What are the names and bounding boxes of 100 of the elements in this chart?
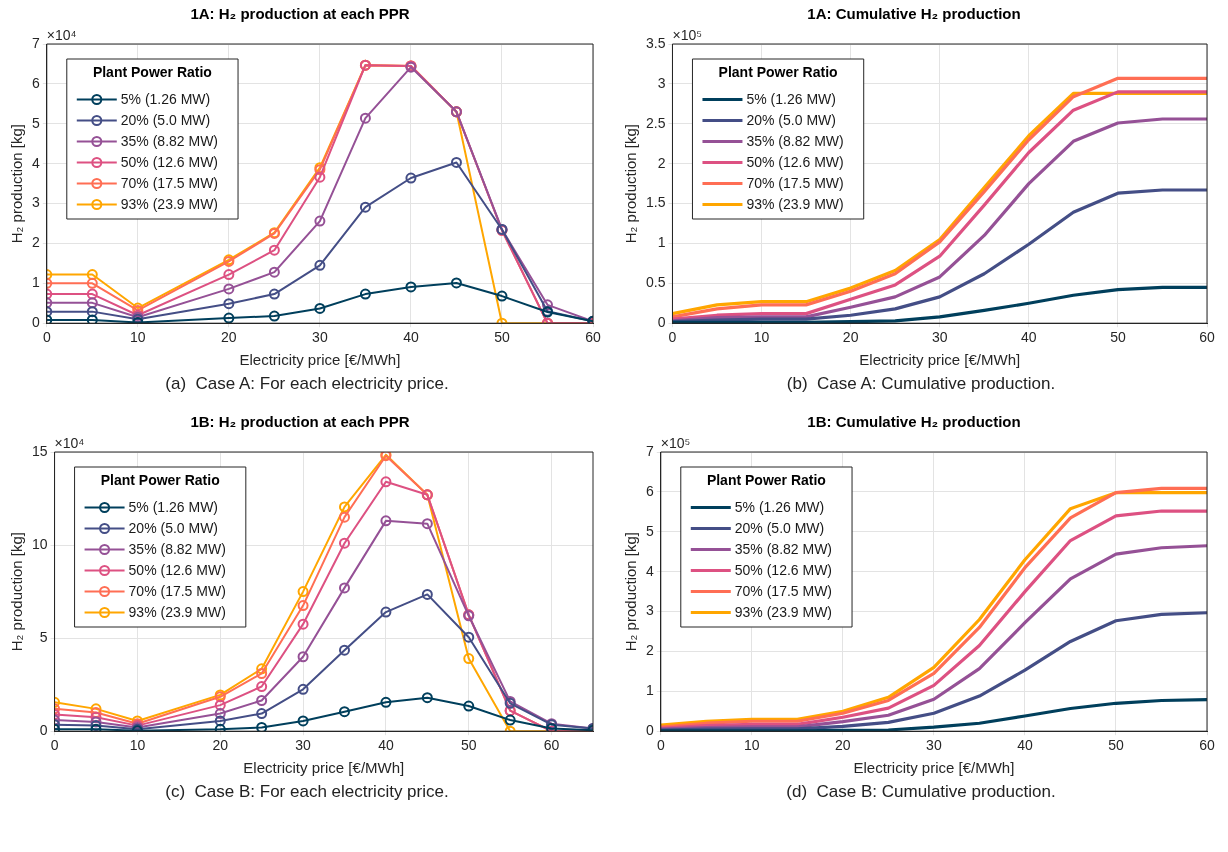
x-tick-label: 50: [460, 737, 477, 754]
y-tick-label: 1: [645, 682, 654, 699]
x-tick-label: 40: [378, 737, 394, 754]
chart-title: 1B: Cumulative H₂ production: [807, 413, 1021, 431]
y-tick-label: 5: [39, 628, 48, 645]
text: (d) Case B: Cumulative production.: [786, 782, 1056, 802]
x-tick-label: 10: [129, 737, 146, 754]
text: ×10⁴: [46, 26, 77, 43]
x-tick-label: 30: [931, 329, 948, 346]
legend-label: 20% (5.0 MW): [120, 112, 211, 129]
x-tick-label: 60: [1199, 329, 1215, 346]
y-tick-label: 2: [657, 154, 666, 171]
y-axis-title: H₂ production [kg]: [8, 123, 26, 244]
y-tick-label: 4: [645, 562, 654, 579]
legend-label: 70% (17.5 MW): [746, 175, 844, 192]
y-tick-label: 2.5: [645, 114, 666, 131]
legend-label: 93% (23.9 MW): [734, 604, 833, 621]
chart-title: 1A: Cumulative H₂ production: [807, 5, 1021, 23]
y-tick-label: 0.5: [645, 274, 666, 291]
legend-label: 70% (17.5 MW): [128, 583, 226, 600]
legend-title: Plant Power Ratio: [706, 471, 826, 488]
y-tick-label: 3: [645, 602, 654, 619]
x-axis-title: Electricity price [€/MWh]: [859, 351, 1021, 369]
y-tick-label: 3: [31, 194, 40, 211]
text: ×10⁵: [660, 434, 691, 451]
legend-label: 20% (5.0 MW): [128, 520, 219, 537]
y-tick-label: 0: [31, 314, 40, 331]
x-tick-label: 40: [403, 329, 419, 346]
legend-label: 5% (1.26 MW): [746, 91, 836, 108]
text: ×10⁵: [672, 26, 703, 43]
legend-label: 35% (8.82 MW): [734, 541, 833, 558]
x-axis-title: Electricity price [€/MWh]: [853, 759, 1015, 777]
legend-label: 5% (1.26 MW): [128, 499, 219, 516]
x-tick-label: 50: [1108, 737, 1124, 754]
y-tick-label: 0: [645, 722, 654, 739]
y-tick-label: 7: [31, 34, 40, 51]
legend-label: 50% (12.6 MW): [128, 562, 226, 579]
text: (a) Case A: For each electricity price.: [165, 374, 449, 394]
x-axis-title: Electricity price [€/MWh]: [243, 759, 405, 777]
legend-label: 50% (12.6 MW): [746, 154, 844, 171]
legend-label: 35% (8.82 MW): [746, 133, 844, 150]
legend-label: 35% (8.82 MW): [120, 133, 219, 150]
x-tick-label: 30: [926, 737, 942, 754]
chart-title: 1A: H₂ production at each PPR: [190, 5, 410, 23]
legend-title: Plant Power Ratio: [92, 63, 212, 80]
legend-label: 35% (8.82 MW): [128, 541, 226, 558]
x-axis-title: Electricity price [€/MWh]: [239, 351, 401, 369]
x-tick-label: 20: [221, 329, 237, 346]
y-tick-label: 0: [657, 314, 666, 331]
legend-label: 20% (5.0 MW): [746, 112, 836, 129]
x-tick-label: 50: [494, 329, 510, 346]
text: (c) Case B: For each electricity price.: [165, 782, 449, 802]
x-tick-label: 0: [668, 329, 677, 346]
legend-label: 50% (12.6 MW): [734, 562, 833, 579]
x-tick-label: 40: [1017, 737, 1033, 754]
y-tick-label: 1.5: [645, 194, 666, 211]
legend-label: 5% (1.26 MW): [734, 499, 825, 516]
x-tick-label: 20: [835, 737, 851, 754]
x-tick-label: 50: [1110, 329, 1126, 346]
legend-title: Plant Power Ratio: [718, 63, 838, 80]
text: ×10⁴: [54, 434, 85, 451]
chart-title: 1B: H₂ production at each PPR: [190, 413, 410, 431]
legend-label: 5% (1.26 MW): [120, 91, 211, 108]
y-tick-label: 0: [39, 722, 48, 739]
x-tick-label: 10: [744, 737, 760, 754]
y-axis-title: H₂ production [kg]: [622, 531, 640, 652]
y-tick-label: 2: [31, 234, 40, 251]
legend-label: 70% (17.5 MW): [120, 175, 219, 192]
x-tick-label: 30: [312, 329, 328, 346]
legend-label: 93% (23.9 MW): [120, 196, 219, 213]
legend-label: 50% (12.6 MW): [120, 154, 219, 171]
y-axis-title: H₂ production [kg]: [8, 531, 26, 652]
y-tick-label: 6: [31, 74, 40, 91]
y-tick-label: 3.5: [645, 34, 666, 51]
y-tick-label: 15: [31, 442, 48, 459]
x-tick-label: 60: [585, 329, 601, 346]
x-tick-label: 30: [295, 737, 312, 754]
text: (b) Case A: Cumulative production.: [786, 374, 1056, 394]
y-axis-title: H₂ production [kg]: [622, 123, 640, 244]
x-tick-label: 20: [842, 329, 859, 346]
x-tick-label: 10: [753, 329, 770, 346]
y-tick-label: 6: [645, 482, 654, 499]
x-tick-label: 0: [50, 737, 59, 754]
x-tick-label: 20: [212, 737, 229, 754]
legend-label: 93% (23.9 MW): [746, 196, 844, 213]
x-tick-label: 60: [543, 737, 560, 754]
x-tick-label: 10: [130, 329, 146, 346]
x-tick-label: 40: [1021, 329, 1037, 346]
y-tick-label: 3: [657, 74, 666, 91]
y-tick-label: 10: [31, 535, 48, 552]
y-tick-label: 1: [31, 274, 40, 291]
legend-label: 20% (5.0 MW): [734, 520, 825, 537]
legend-label: 93% (23.9 MW): [128, 604, 226, 621]
legend-title: Plant Power Ratio: [100, 471, 220, 488]
x-tick-label: 60: [1199, 737, 1215, 754]
y-tick-label: 1: [657, 234, 666, 251]
y-tick-label: 5: [31, 114, 40, 131]
y-tick-label: 4: [31, 154, 40, 171]
legend-label: 70% (17.5 MW): [734, 583, 833, 600]
y-tick-label: 2: [645, 642, 654, 659]
